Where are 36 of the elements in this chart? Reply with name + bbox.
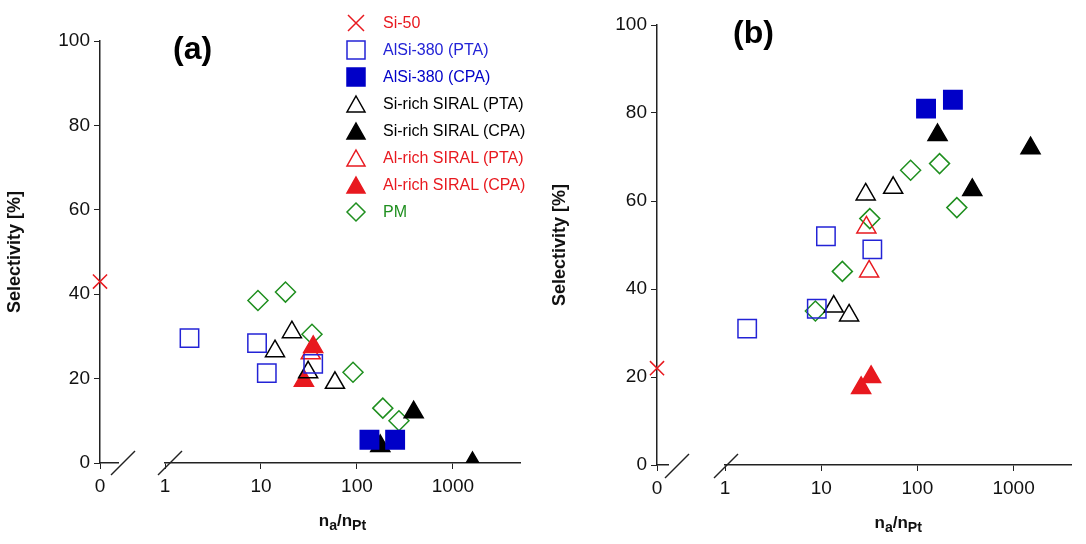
- y-tick-label: 40: [625, 277, 647, 299]
- x-tick-label: 0: [651, 476, 663, 498]
- x-tick-label: 10: [810, 476, 832, 498]
- legend-label: AlSi-380 (CPA): [383, 67, 491, 87]
- y-tick-label: 80: [625, 101, 647, 123]
- y-tick-label: 80: [68, 113, 90, 135]
- legend-label: Al-rich SIRAL (CPA): [383, 175, 526, 195]
- y-tick-label: 40: [68, 282, 90, 304]
- x-tick-label: 1000: [992, 476, 1035, 498]
- y-tick-label: 100: [58, 29, 90, 51]
- y-tick-label: 20: [625, 365, 647, 387]
- x-tick-label: 1: [719, 476, 731, 498]
- legend-label: AlSi-380 (PTA): [383, 40, 489, 60]
- y-tick-label: 60: [625, 189, 647, 211]
- y-tick-label: 0: [636, 453, 647, 475]
- y-axis-title: Selectivity [%]: [3, 190, 24, 314]
- legend-label: Si-rich SIRAL (CPA): [383, 121, 526, 141]
- y-tick-label: 0: [79, 451, 90, 473]
- legend-label: Al-rich SIRAL (PTA): [383, 148, 524, 168]
- y-tick-label: 60: [68, 198, 90, 220]
- y-tick-label: 100: [615, 13, 647, 35]
- x-axis-title: n$_{a}$/n$_{Pt}$: [874, 513, 923, 536]
- y-axis-title: Selectivity [%]: [548, 183, 569, 307]
- x-tick-label: 1: [159, 474, 171, 496]
- y-tick-label: 20: [68, 366, 90, 388]
- x-tick-label: 1000: [431, 474, 475, 496]
- x-tick-label: 10: [250, 474, 272, 496]
- chart-title: (a): [173, 30, 213, 66]
- x-tick-label: 0: [94, 474, 106, 496]
- legend-label: PM: [383, 202, 407, 222]
- legend-label: Si-rich SIRAL (PTA): [383, 94, 524, 114]
- x-tick-label: 100: [341, 474, 373, 496]
- chart-title: (b): [733, 14, 774, 50]
- legend-label: Si-50: [383, 13, 421, 33]
- x-axis-title: n$_{a}$/n$_{Pt}$: [318, 511, 367, 534]
- x-tick-label: 100: [901, 476, 934, 498]
